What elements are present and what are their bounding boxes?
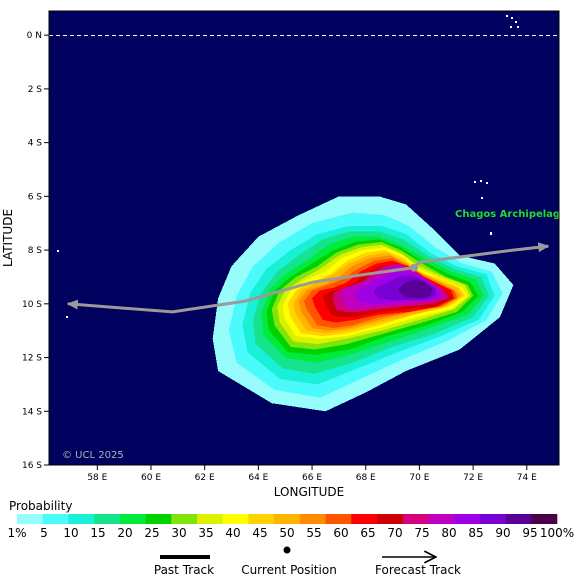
lat-tick-label: 4 S (28, 139, 43, 149)
lat-tick-label: 10 S (22, 300, 42, 310)
axis-ticks: 0 N 2 S 4 S 6 S 8 S 10 S 12 S 14 S 16 S 58 E 60 E 6… (22, 31, 537, 483)
lon-tick-label: 72 E (463, 473, 483, 483)
island (474, 181, 476, 183)
probability-contour-95 (397, 279, 433, 299)
colorbar-swatch (222, 514, 249, 524)
colorbar-swatch (42, 514, 69, 524)
islands (57, 15, 519, 318)
lon-tick-label: 66 E (302, 473, 322, 483)
lon-tick-label: 64 E (248, 473, 268, 483)
island (486, 182, 488, 184)
colorbar-swatch (531, 514, 558, 524)
island (515, 21, 517, 23)
colorbar-label: 45 (252, 526, 267, 540)
colorbar-swatch (377, 514, 404, 524)
current-position-marker (410, 263, 419, 272)
colorbar-swatch (119, 514, 146, 524)
colorbar-label: 55 (306, 526, 321, 540)
colorbar-swatch (325, 514, 352, 524)
island (510, 26, 512, 28)
colorbar-swatch (17, 514, 44, 524)
past-track-line (66, 266, 415, 314)
lon-tick-label: 62 E (195, 473, 215, 483)
colorbar-label: 100% (540, 526, 574, 540)
lon-tick-label: 70 E (409, 473, 429, 483)
colorbar-label: 35 (198, 526, 213, 540)
probability-colorbar-labels: 1% 5 10 15 20 25 30 35 40 45 50 55 60 65 70 75 80 85 90 95 1… (7, 526, 574, 540)
colorbar-label: 70 (387, 526, 402, 540)
colorbar-swatch (351, 514, 378, 524)
colorbar-swatch (505, 514, 532, 524)
colorbar-label: 20 (117, 526, 132, 540)
lat-tick-label: 6 S (28, 192, 43, 202)
colorbar-label: 1% (7, 526, 26, 540)
lat-tick-label: 14 S (22, 407, 42, 417)
past-track-key-label: Past Track (154, 563, 214, 577)
colorbar-label: 30 (171, 526, 186, 540)
y-axis-title: LATITUDE (1, 209, 15, 267)
lon-tick-label: 68 E (356, 473, 376, 483)
island (506, 15, 508, 17)
colorbar-label: 15 (90, 526, 105, 540)
island (66, 316, 68, 318)
colorbar-label: 5 (40, 526, 48, 540)
colorbar-swatch (248, 514, 275, 524)
colorbar-swatch (171, 514, 198, 524)
colorbar-label: 90 (495, 526, 510, 540)
colorbar-label: 65 (360, 526, 375, 540)
current-position-key-dot (283, 546, 291, 554)
colorbar-label: 95 (522, 526, 537, 540)
colorbar-label: 40 (225, 526, 240, 540)
copyright-label: © UCL 2025 (62, 450, 124, 461)
colorbar-swatch (299, 514, 326, 524)
colorbar-swatch (94, 514, 121, 524)
colorbar-swatch (68, 514, 95, 524)
lat-tick-label: 0 N (27, 31, 42, 41)
island (490, 232, 492, 235)
colorbar-swatch (479, 514, 506, 524)
map-frame (48, 10, 560, 466)
forecast-track-key-label: Forecast Track (375, 563, 461, 577)
island (480, 180, 482, 182)
island (57, 250, 59, 252)
colorbar-label: 60 (333, 526, 348, 540)
colorbar-swatch (402, 514, 429, 524)
colorbar-label: 75 (414, 526, 429, 540)
lat-tick-label: 12 S (22, 354, 42, 364)
storm-tracks (66, 242, 550, 314)
island (511, 17, 513, 19)
lon-tick-label: 74 E (517, 473, 537, 483)
colorbar-swatch (145, 514, 172, 524)
colorbar-label: 10 (63, 526, 78, 540)
lon-tick-label: 58 E (87, 473, 107, 483)
probability-colorbar (17, 514, 558, 524)
track-key: Past Track Current Position Forecast Tra… (154, 546, 461, 577)
colorbar-swatch (274, 514, 301, 524)
colorbar-label: 80 (441, 526, 456, 540)
current-position-key-label: Current Position (241, 563, 337, 577)
colorbar-label: 25 (144, 526, 159, 540)
colorbar-label: 85 (468, 526, 483, 540)
chagos-archipelago-label: Chagos Archipelag (455, 209, 560, 220)
colorbar-swatch (428, 514, 455, 524)
lat-tick-label: 2 S (28, 85, 43, 95)
legend-title: Probability (9, 499, 72, 513)
x-axis-title: LONGITUDE (274, 485, 344, 499)
colorbar-swatch (197, 514, 224, 524)
colorbar-swatch (454, 514, 481, 524)
island (517, 26, 519, 28)
colorbar-label: 50 (279, 526, 294, 540)
lat-tick-label: 8 S (28, 246, 43, 256)
island (481, 197, 483, 199)
lon-tick-label: 60 E (141, 473, 161, 483)
lat-tick-label: 16 S (22, 461, 42, 471)
